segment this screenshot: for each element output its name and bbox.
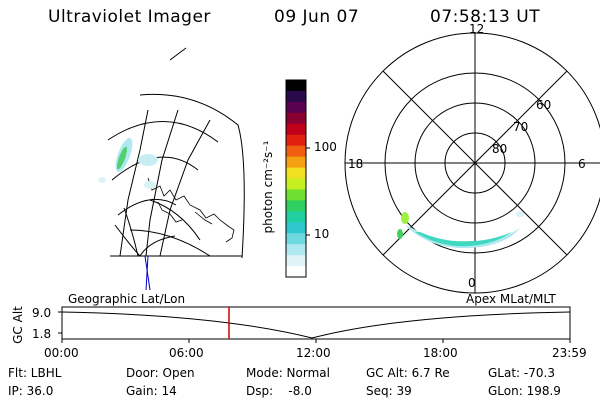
colorbar-segment [286,101,306,114]
colorbar-segment [286,244,306,256]
info-glon: GLon: 198.9 [488,384,561,398]
info-seq: Seq: 39 [366,384,412,398]
lat-label-60: 60 [536,98,552,112]
colorbar-segment [286,134,306,147]
colorbar-segment [286,233,306,245]
mlt-label-12: 12 [469,22,485,36]
timeline-right-label: Apex MLat/MLT [466,292,556,306]
polar-grid [344,32,600,294]
colorbar-tick-100: 100 [314,140,337,154]
lat-label-80: 80 [492,142,508,156]
timeline-xtick-1800: 18:00 [423,346,458,360]
spin-axis [144,255,151,291]
colorbar-segment [286,80,306,92]
time-label: 07:58:13 UT [430,7,541,27]
colorbar-frame [285,79,307,278]
geographic-map [107,47,245,259]
colorbar-segment [286,222,306,234]
mlt-label-0: 0 [468,276,476,290]
info-ip: IP: 36.0 [8,384,54,398]
info-door: Door: Open [126,366,195,380]
info-flt: Flt: LBHL [8,366,62,380]
info-gc-alt: GC Alt: 6.7 Re [366,366,450,380]
dayside-aurora [98,137,158,189]
lat-label-70: 70 [513,120,529,134]
info-glat: GLat: -70.3 [488,366,555,380]
colorbar-segment [286,211,306,223]
timeline-left-label: Geographic Lat/Lon [68,292,186,306]
colorbar-segment [286,266,306,278]
colorbar-segment [286,167,306,179]
nightside-aurora [397,211,524,249]
colorbar-tick-10: 10 [314,227,330,241]
altitude-curve [61,311,571,339]
colorbar-segment [286,178,306,190]
timeline-ytick-1: 1.8 [32,327,52,341]
instrument-title: Ultraviolet Imager [48,7,211,27]
timeline-frame [61,306,571,340]
colorbar-segment [286,200,306,212]
timeline-y-label: GC Alt [11,306,25,344]
info-mode: Mode: Normal [246,366,330,380]
info-dsp: Dsp: -8.0 [246,384,312,398]
colorbar-segment [286,156,306,169]
date-label: 09 Jun 07 [274,7,360,27]
mlt-label-18: 18 [348,157,364,171]
colorbar-segment [286,189,306,201]
timeline-xtick-1200: 12:00 [296,346,331,360]
colorbar-segment [286,255,306,267]
colorbar-unit-label: photon cm⁻²s⁻¹ [261,140,275,234]
colorbar-segment [286,90,306,103]
timeline-xtick-0600: 06:00 [169,346,204,360]
colorbar-segment [286,112,306,125]
colorbar-segment [286,123,306,136]
coastline [147,177,235,243]
timeline-xtick-0000: 00:00 [44,346,79,360]
timeline-ytick-9: 9.0 [32,306,52,320]
info-gain: Gain: 14 [126,384,177,398]
colorbar-segment [286,145,306,158]
colorbar [286,80,306,278]
timeline-xtick-2359: 23:59 [552,346,587,360]
mlt-label-6: 6 [578,157,586,171]
